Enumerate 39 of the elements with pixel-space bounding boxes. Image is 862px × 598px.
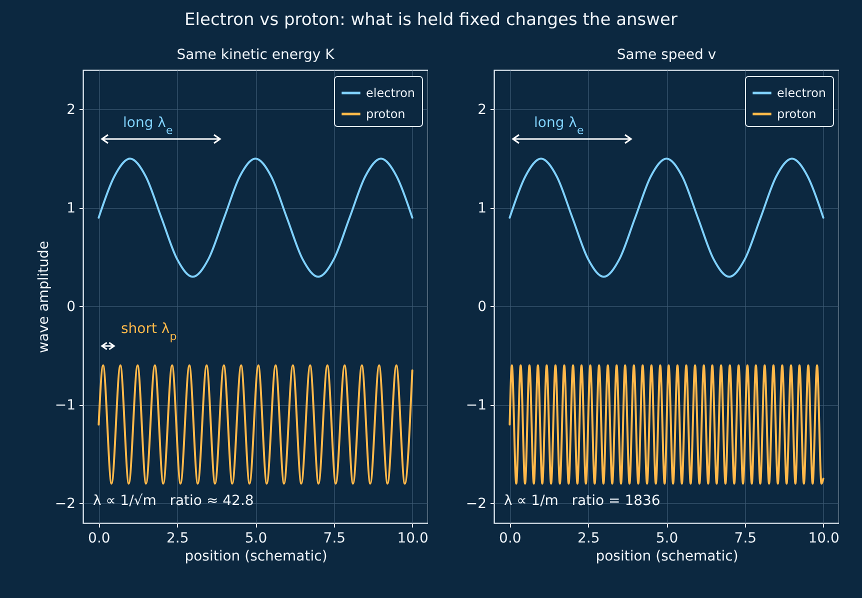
y-tick-label: 2 bbox=[66, 102, 76, 118]
y-tick-label: −1 bbox=[54, 397, 76, 414]
y-tick-label: 1 bbox=[66, 200, 76, 216]
x-tick-label: 0.0 bbox=[88, 530, 110, 546]
line-series bbox=[98, 158, 414, 278]
y-tick-label: −1 bbox=[466, 397, 486, 414]
x-tick-label: 2.5 bbox=[166, 530, 189, 546]
annotation: λ ∝ 1/m ratio = 1836 bbox=[504, 493, 660, 509]
y-tick-label: −2 bbox=[54, 496, 76, 512]
annotation: short λ$_{p}$ bbox=[121, 321, 177, 342]
x-tick-label: 0.0 bbox=[499, 530, 522, 546]
chart-title: Electron vs proton: what is held fixed changes the answer bbox=[184, 10, 678, 30]
chart-subtitle: Same kinetic energy K bbox=[176, 47, 336, 63]
y-tick-label: 0 bbox=[66, 298, 76, 315]
annotation: long λ$_{e}$ bbox=[534, 115, 584, 136]
y-tick-label: 1 bbox=[478, 200, 486, 216]
annotation: long λ$_{e}$ bbox=[123, 115, 173, 136]
y-tick-label: −2 bbox=[466, 496, 486, 512]
y-tick-label: 0 bbox=[478, 298, 486, 315]
line-series bbox=[98, 364, 414, 485]
x-tick-label: 10.0 bbox=[397, 530, 428, 546]
x-tick-label: 5.0 bbox=[656, 530, 678, 546]
line-series bbox=[508, 158, 824, 278]
x-tick-label: 2.5 bbox=[577, 530, 600, 546]
x-axis-title: position (schematic) bbox=[184, 548, 328, 564]
x-axis-title: position (schematic) bbox=[596, 548, 738, 564]
annotation: λ ∝ 1/√m ratio ≈ 42.8 bbox=[93, 493, 254, 509]
x-tick-label: 7.5 bbox=[323, 530, 346, 546]
legend-label: proton bbox=[366, 107, 406, 121]
legend-label: electron bbox=[366, 86, 416, 100]
x-tick-label: 5.0 bbox=[244, 530, 268, 546]
legend-label: proton bbox=[777, 107, 816, 121]
x-tick-label: 7.5 bbox=[734, 530, 757, 546]
legend-label: electron bbox=[777, 86, 826, 100]
y-tick-label: 2 bbox=[478, 102, 486, 118]
y-axis-title: wave amplitude bbox=[36, 240, 52, 354]
chart-title: Same speed v bbox=[616, 47, 716, 63]
x-tick-label: 10.0 bbox=[808, 530, 840, 546]
line-series bbox=[508, 364, 824, 485]
